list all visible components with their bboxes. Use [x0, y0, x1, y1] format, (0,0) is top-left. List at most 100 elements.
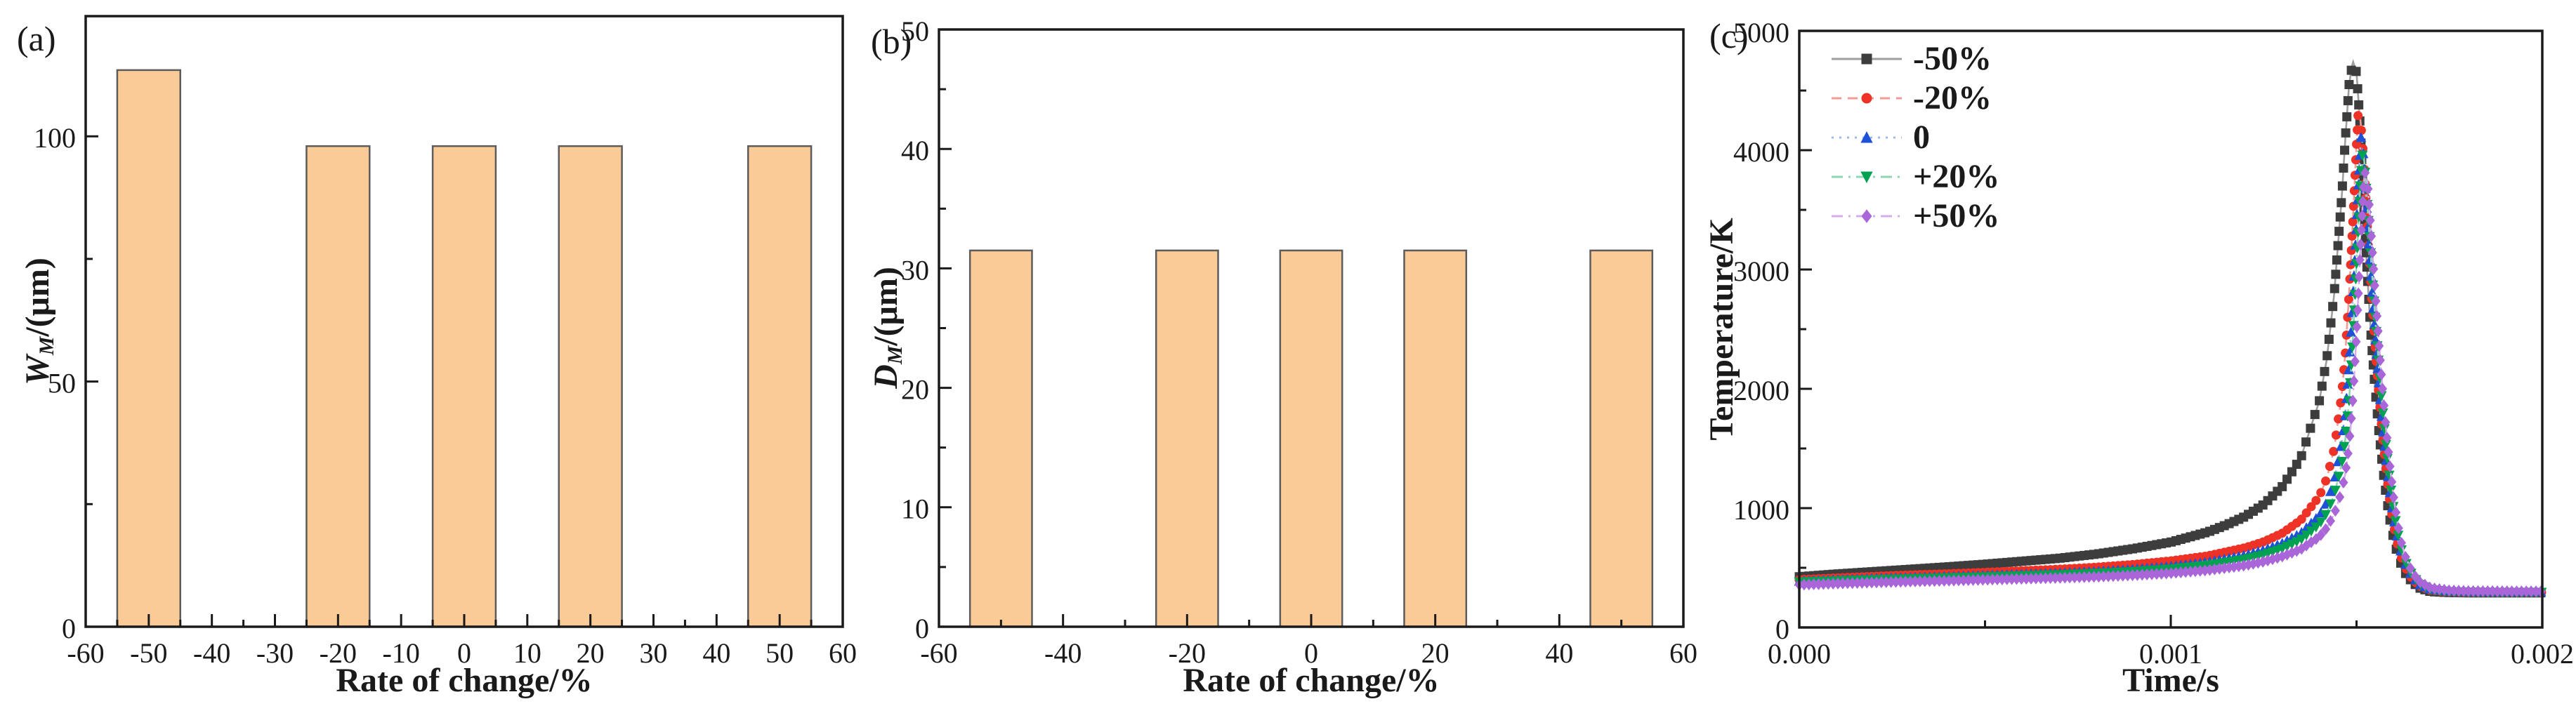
marker-diamond: [2367, 246, 2377, 259]
marker-circle: [2353, 111, 2363, 121]
marker-triangle-down: [2384, 470, 2395, 481]
x-tick-label: -40: [1044, 637, 1082, 669]
marker-diamond: [2224, 561, 2234, 573]
marker-diamond: [2377, 368, 2386, 381]
marker-square: [2332, 255, 2341, 265]
marker-circle: [2296, 514, 2306, 524]
marker-square: [2354, 100, 2364, 109]
marker-diamond: [1969, 573, 1978, 586]
marker-diamond: [2258, 555, 2268, 568]
marker-diamond: [1987, 573, 1997, 586]
marker-diamond: [1891, 576, 1901, 588]
y-axis-label-part: /(μm): [19, 258, 56, 337]
marker-diamond: [2084, 571, 2094, 583]
marker-triangle-down: [2296, 534, 2307, 545]
marker-diamond: [2301, 539, 2311, 552]
marker-diamond: [2348, 394, 2358, 407]
marker-diamond: [2502, 585, 2512, 597]
marker-square: [2335, 212, 2345, 222]
marker-diamond: [2065, 571, 2075, 584]
marker-triangle-down: [2329, 486, 2341, 496]
marker-diamond: [1983, 573, 1992, 586]
marker-diamond: [2181, 566, 2190, 578]
x-tick-label: -20: [320, 637, 357, 669]
marker-triangle-down: [1860, 171, 1873, 183]
marker-diamond: [2378, 383, 2388, 395]
marker-diamond: [2325, 514, 2335, 527]
marker-diamond: [1900, 576, 1910, 588]
bar: [1403, 249, 1468, 628]
marker-diamond: [1964, 574, 1973, 587]
panel-c-letter: (c): [1709, 16, 1749, 55]
marker-diamond: [1857, 576, 1867, 589]
marker-diamond: [2094, 571, 2103, 583]
marker-diamond: [2497, 585, 2507, 597]
marker-diamond: [2369, 262, 2379, 275]
marker-triangle-down: [2306, 526, 2317, 537]
marker-diamond: [2268, 553, 2278, 566]
marker-diamond: [2128, 569, 2138, 582]
x-tick-label: 0.001: [2139, 638, 2202, 670]
marker-diamond: [1828, 578, 1838, 590]
marker-diamond: [2400, 551, 2410, 564]
marker-diamond: [2292, 545, 2301, 557]
marker-diamond: [2287, 547, 2296, 559]
marker-diamond: [2060, 571, 2070, 584]
x-axis-label-c: Time/s: [2122, 662, 2219, 699]
marker-diamond: [1818, 578, 1828, 590]
marker-square: [2296, 451, 2306, 460]
y-tick-label: 40: [901, 135, 929, 166]
x-tick-label: -40: [193, 637, 230, 669]
marker-triangle-down: [2320, 510, 2332, 521]
x-tick-label: 0.000: [1768, 638, 1831, 670]
marker-diamond: [1939, 575, 1949, 587]
marker-diamond: [2021, 573, 2031, 585]
legend-item: -20%: [1830, 79, 1999, 118]
marker-diamond: [2350, 355, 2360, 368]
marker-diamond: [1925, 575, 1935, 587]
x-tick-label: -50: [130, 637, 167, 669]
panel-a-letter: (a): [17, 19, 56, 58]
marker-circle: [2348, 217, 2358, 227]
legend-item-label: +20%: [1913, 158, 2000, 195]
panel-c: 0.000 0.001 0.002 0 1000 2000 3000 4000 5000: [1733, 17, 2574, 670]
marker-diamond: [2387, 476, 2397, 488]
marker-triangle-down: [2393, 531, 2404, 541]
panel-b: -60 -40 -20 0 20 40 60 0 10 20 30 40 50: [901, 15, 1697, 669]
x-tick-label: -30: [256, 637, 294, 669]
y-axis-label-part: M: [883, 345, 907, 365]
marker-triangle-down: [2400, 559, 2412, 569]
x-tick-label: 20: [577, 637, 605, 669]
legend-swatch: [1832, 209, 1902, 223]
marker-diamond: [2391, 506, 2401, 519]
marker-square: [2344, 80, 2354, 89]
legend-swatch: [1832, 171, 1902, 183]
marker-diamond: [2459, 585, 2469, 597]
marker-diamond: [2011, 573, 2021, 585]
marker-square: [2342, 112, 2352, 121]
marker-diamond: [1848, 577, 1858, 590]
marker-triangle-up: [2343, 364, 2354, 375]
marker-diamond: [1997, 573, 2007, 585]
marker-diamond: [1862, 576, 1872, 589]
marker-diamond: [2381, 416, 2391, 429]
marker-square: [2340, 145, 2350, 155]
marker-diamond: [2360, 166, 2370, 179]
x-tick-label: -20: [1169, 637, 1206, 669]
legend-item-label: +50%: [1913, 197, 2000, 234]
marker-diamond: [2345, 430, 2355, 442]
marker-triangle-up: [1860, 131, 1873, 143]
marker-diamond: [2521, 585, 2531, 598]
marker-diamond: [2365, 214, 2375, 227]
bar: [1155, 249, 1219, 628]
bar: [305, 145, 371, 628]
marker-diamond: [2311, 533, 2321, 545]
marker-diamond: [2355, 253, 2365, 266]
marker-square: [2282, 474, 2292, 484]
x-tick-label: -60: [920, 637, 957, 669]
marker-diamond: [1877, 576, 1886, 589]
marker-diamond: [2239, 559, 2249, 572]
x-tick-label: 0: [457, 637, 471, 669]
y-tick-label: 3000: [1733, 255, 1789, 287]
